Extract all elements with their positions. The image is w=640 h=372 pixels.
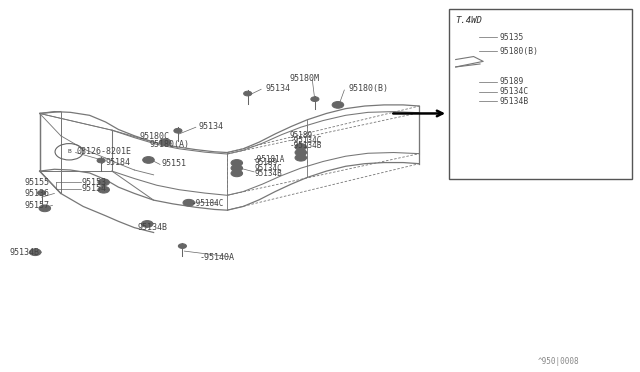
Text: 95180(A): 95180(A) — [149, 140, 189, 149]
Text: 95189: 95189 — [290, 131, 313, 140]
Circle shape — [231, 170, 243, 177]
Circle shape — [179, 244, 186, 248]
Text: -95140A: -95140A — [200, 253, 235, 262]
Text: 95153: 95153 — [82, 178, 107, 187]
Text: 95180C: 95180C — [140, 132, 170, 141]
Circle shape — [29, 249, 41, 256]
Text: ^950|0008: ^950|0008 — [538, 357, 579, 366]
Text: -95134C: -95134C — [290, 136, 323, 145]
Circle shape — [163, 141, 168, 144]
Circle shape — [186, 201, 191, 204]
Text: 95189: 95189 — [499, 77, 524, 86]
Circle shape — [470, 50, 475, 53]
Text: 95134B: 95134B — [499, 97, 529, 106]
Text: -95181A: -95181A — [253, 155, 285, 164]
Circle shape — [42, 207, 47, 210]
Circle shape — [143, 157, 154, 163]
Circle shape — [467, 48, 478, 55]
Text: T.4WD: T.4WD — [456, 16, 483, 25]
Circle shape — [174, 128, 182, 133]
Text: 95136: 95136 — [24, 189, 49, 198]
Circle shape — [468, 30, 476, 35]
Text: 08126-8201E: 08126-8201E — [77, 147, 132, 156]
Circle shape — [244, 91, 252, 96]
Circle shape — [295, 144, 307, 150]
Circle shape — [311, 97, 319, 102]
Circle shape — [295, 154, 307, 161]
Circle shape — [231, 160, 243, 166]
Circle shape — [467, 78, 478, 85]
Text: 95154: 95154 — [82, 184, 107, 193]
Text: 95180(B): 95180(B) — [499, 47, 538, 56]
Text: 95180(B): 95180(B) — [349, 84, 389, 93]
Circle shape — [183, 199, 195, 206]
Text: 95134C: 95134C — [499, 87, 529, 96]
FancyBboxPatch shape — [449, 9, 632, 179]
Text: 95151: 95151 — [162, 159, 187, 168]
Circle shape — [97, 158, 105, 163]
Text: 95184: 95184 — [106, 158, 131, 167]
Text: B: B — [67, 149, 71, 154]
Circle shape — [159, 139, 171, 145]
Text: 95134B: 95134B — [138, 223, 168, 232]
Circle shape — [467, 88, 478, 95]
Text: -95184C: -95184C — [192, 199, 225, 208]
Circle shape — [98, 186, 109, 193]
Text: 95155: 95155 — [24, 178, 49, 187]
Text: 95134: 95134 — [198, 122, 223, 131]
Circle shape — [141, 221, 153, 227]
Circle shape — [332, 102, 344, 108]
Circle shape — [38, 190, 45, 195]
Circle shape — [98, 179, 109, 186]
Text: 95134B: 95134B — [255, 169, 282, 178]
Text: 95180M: 95180M — [289, 74, 319, 83]
Text: 95135: 95135 — [499, 33, 524, 42]
Circle shape — [146, 158, 151, 161]
Circle shape — [295, 149, 307, 156]
Text: -95134B: -95134B — [290, 141, 323, 150]
Circle shape — [39, 205, 51, 212]
Text: 95157: 95157 — [24, 201, 49, 210]
Circle shape — [231, 165, 243, 171]
Text: 95189: 95189 — [255, 158, 278, 167]
Text: 95134: 95134 — [266, 84, 291, 93]
Circle shape — [467, 98, 478, 105]
Text: 95134B: 95134B — [10, 248, 40, 257]
Circle shape — [335, 103, 340, 106]
Text: 95134C: 95134C — [255, 164, 282, 173]
